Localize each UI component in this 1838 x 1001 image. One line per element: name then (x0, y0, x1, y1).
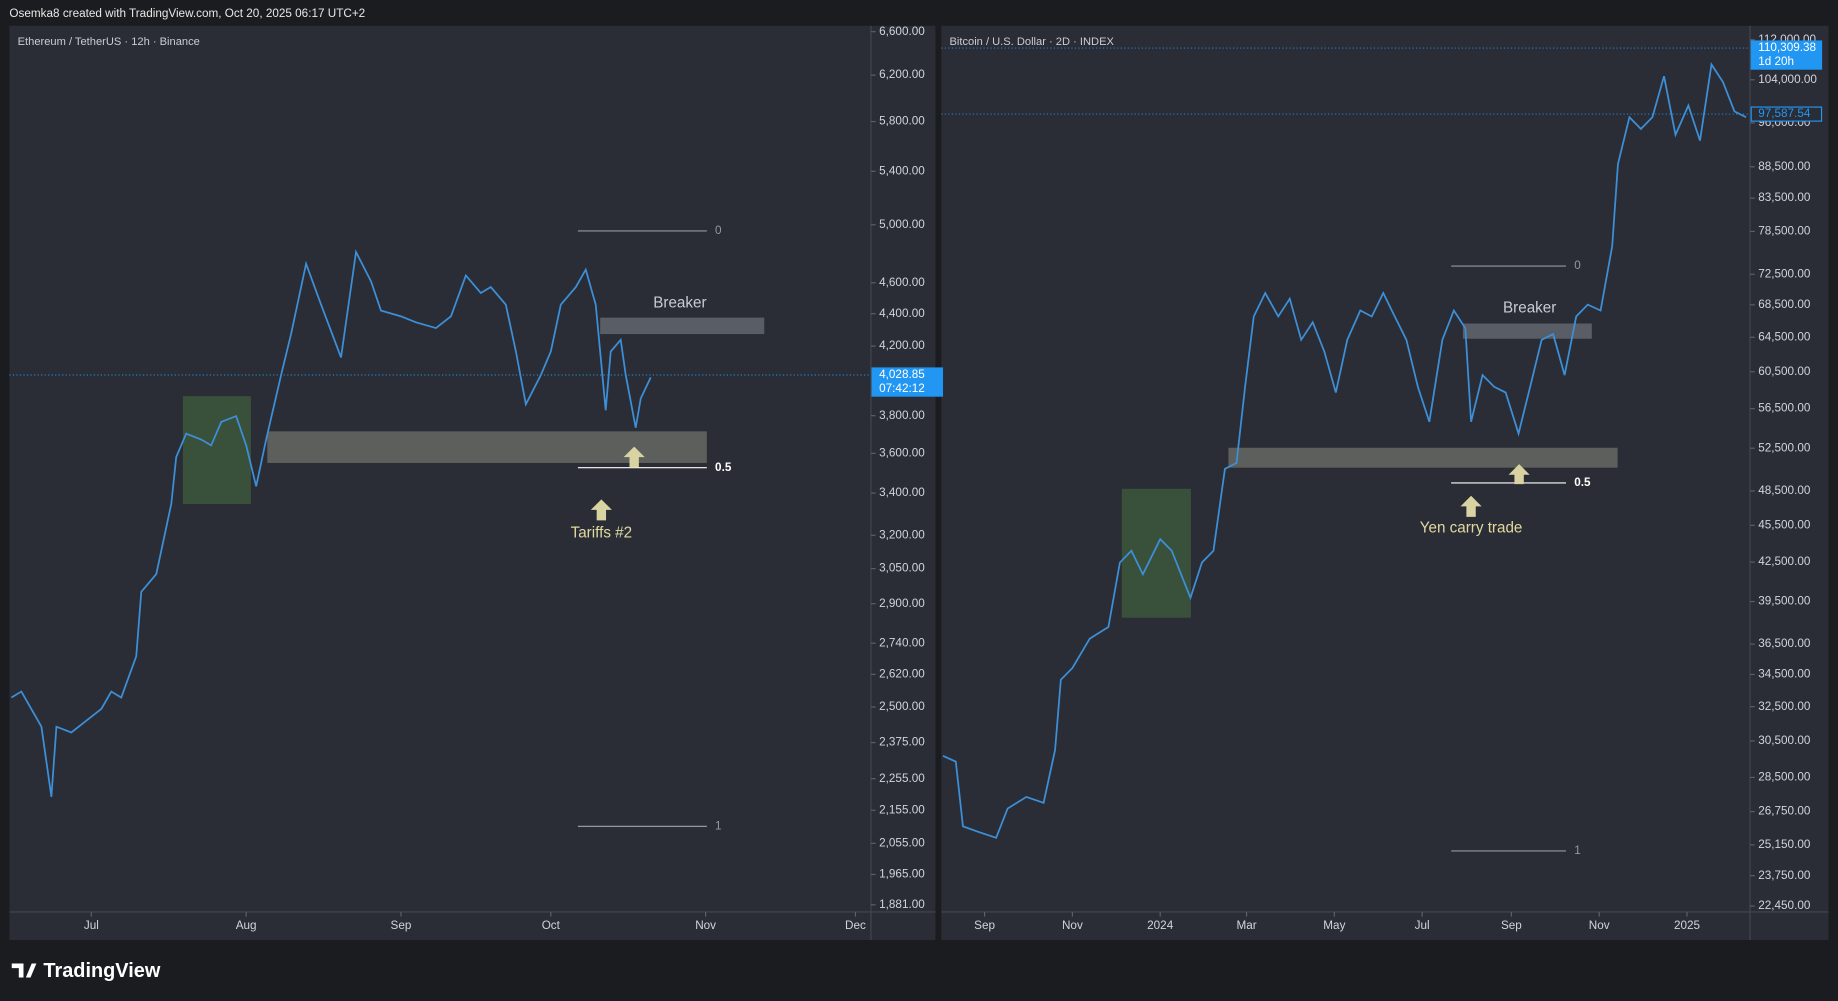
y-tick-label: 4,400.00 (879, 307, 925, 320)
y-tick-label: 42,500.00 (1758, 555, 1811, 568)
y-tick-label: 78,500.00 (1758, 224, 1811, 237)
y-tick-label: 2,375.00 (879, 736, 925, 749)
y-tick-label: 36,500.00 (1758, 637, 1811, 650)
panel-left (9, 25, 936, 941)
x-tick-label: Sep (1501, 919, 1522, 932)
y-tick-label: 28,500.00 (1758, 771, 1811, 784)
fib-label: 1 (1574, 844, 1581, 857)
y-tick-label: 104,000.00 (1758, 73, 1817, 86)
zone-label: Breaker (1503, 299, 1556, 316)
x-tick-label: Nov (1589, 919, 1610, 932)
chart-title: Bitcoin / U.S. Dollar · 2D · INDEX (949, 36, 1114, 48)
y-tick-label: 26,750.00 (1758, 805, 1811, 818)
event-label: Yen carry trade (1420, 520, 1523, 537)
y-tick-label: 3,400.00 (879, 486, 925, 499)
y-tick-label: 39,500.00 (1758, 595, 1811, 608)
x-tick-label: Nov (1062, 919, 1083, 932)
y-tick-label: 5,000.00 (879, 218, 925, 231)
price-tag (871, 367, 944, 397)
price-tag-label: 110,309.38 (1758, 41, 1816, 54)
zone-label: Breaker (653, 295, 706, 312)
x-tick-label: Jul (84, 919, 99, 932)
arrow (590, 499, 612, 521)
chart-title: Ethereum / TetherUS · 12h · Binance (18, 36, 200, 48)
y-tick-label: 30,500.00 (1758, 734, 1811, 747)
fib-label: 0 (1574, 259, 1581, 272)
y-tick-label: 2,255.00 (879, 772, 925, 785)
price-tag-countdown: 1d 20h (1758, 55, 1794, 68)
panel-right (941, 25, 1829, 941)
y-tick-label: 2,900.00 (879, 597, 925, 610)
y-tick-label: 23,750.00 (1758, 869, 1811, 882)
x-tick-label: 2025 (1674, 919, 1701, 932)
y-tick-label: 56,500.00 (1758, 402, 1811, 415)
price-tag-label: 4,028.85 (879, 368, 925, 381)
price-line (942, 62, 1747, 839)
header: Osemka8 created with TradingView.com, Oc… (9, 7, 365, 20)
y-tick-label: 2,620.00 (879, 667, 925, 680)
x-tick-label: Oct (542, 919, 561, 932)
price-tag-label: 97,587.54 (1758, 107, 1811, 120)
arrow (623, 446, 645, 468)
y-tick-label: 52,500.00 (1758, 441, 1811, 454)
logo[interactable]: TradingView (43, 960, 160, 982)
x-tick-label: 2024 (1147, 919, 1174, 932)
y-tick-label: 6,600.00 (879, 25, 925, 38)
y-tick-label: 25,150.00 (1758, 838, 1811, 851)
y-tick-label: 4,200.00 (879, 339, 925, 352)
arrow (1508, 464, 1530, 485)
price-tag (1750, 106, 1823, 122)
y-tick-label: 1,881.00 (879, 898, 925, 911)
x-tick-label: May (1323, 919, 1345, 932)
y-tick-label: 3,050.00 (879, 562, 925, 575)
price-tag (1750, 40, 1823, 70)
zone-box (1228, 447, 1618, 468)
y-tick-label: 4,600.00 (879, 276, 925, 289)
y-tick-label: 72,500.00 (1758, 267, 1811, 280)
fib-label: 0.5 (715, 461, 732, 474)
price-line (10, 249, 652, 797)
y-tick-label: 88,500.00 (1758, 160, 1811, 173)
fib-label: 0.5 (1574, 476, 1591, 489)
breaker-box (1462, 323, 1592, 339)
event-label: Tariffs #2 (571, 524, 632, 541)
x-tick-label: Jul (1415, 919, 1430, 932)
y-tick-label: 32,500.00 (1758, 700, 1811, 713)
y-tick-label: 22,450.00 (1758, 899, 1811, 912)
y-tick-label: 3,800.00 (879, 409, 925, 422)
y-tick-label: 34,500.00 (1758, 668, 1811, 681)
y-tick-label: 2,055.00 (879, 836, 925, 849)
zone-box (267, 431, 707, 463)
y-tick-label: 48,500.00 (1758, 484, 1811, 497)
price-tag-countdown: 07:42:12 (879, 382, 925, 395)
y-tick-label: 83,500.00 (1758, 191, 1811, 204)
x-tick-label: Mar (1236, 919, 1256, 932)
y-tick-label: 2,740.00 (879, 636, 925, 649)
accumulation-box (182, 396, 251, 505)
y-tick-label: 64,500.00 (1758, 330, 1811, 343)
y-tick-label: 2,500.00 (879, 700, 925, 713)
x-tick-label: Nov (695, 919, 716, 932)
fib-label: 0 (715, 224, 722, 237)
y-tick-label: 5,400.00 (879, 164, 925, 177)
y-tick-label: 68,500.00 (1758, 298, 1811, 311)
y-tick-label: 1,965.00 (879, 868, 925, 881)
breaker-box (600, 317, 765, 335)
x-tick-label: Sep (391, 919, 412, 932)
y-tick-label: 3,200.00 (879, 528, 925, 541)
y-tick-label: 5,800.00 (879, 115, 925, 128)
y-tick-label: 60,500.00 (1758, 365, 1811, 378)
x-tick-label: Dec (845, 919, 866, 932)
y-tick-label: 6,200.00 (879, 68, 925, 81)
y-tick-label: 3,600.00 (879, 446, 925, 459)
y-tick-label: 45,500.00 (1758, 518, 1811, 531)
fib-label: 1 (715, 819, 722, 832)
x-tick-label: Sep (974, 919, 995, 932)
x-tick-label: Aug (236, 919, 257, 932)
y-tick-label: 2,155.00 (879, 803, 925, 816)
